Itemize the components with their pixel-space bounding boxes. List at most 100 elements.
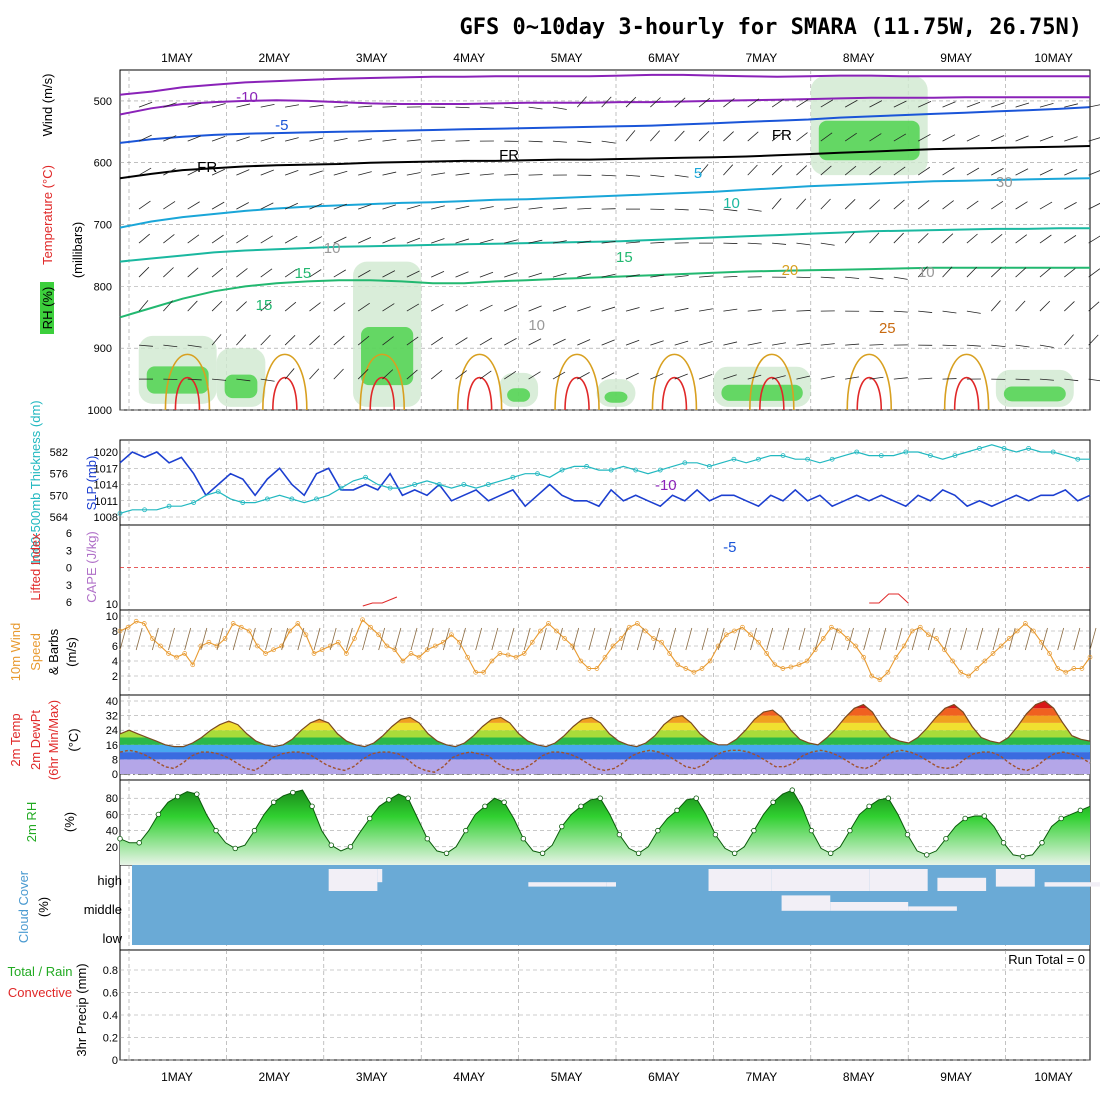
wind-barb [187,378,202,381]
wind10-barb [847,627,854,651]
temp-band [120,730,1090,738]
wind-barb [966,134,980,142]
temp-unit-label: (°C) [66,728,81,751]
cape-label: CAPE (J/kg) [84,531,99,603]
rh-point [194,791,200,797]
wind-barb [1064,136,1078,142]
wind-barb [309,203,323,210]
wind-barb [845,343,860,346]
rh-point [117,836,123,842]
wind10-barb [572,627,580,651]
rh-point [1000,840,1007,846]
wind-barb [966,167,980,176]
wind10-barb [119,627,127,651]
wind-barb [187,300,198,312]
wind-barb [211,334,222,346]
wind-barb [1039,344,1054,348]
wind-barb [942,310,957,314]
wind-barb [479,271,494,278]
wind-barb [796,276,811,279]
wind10-point [1047,651,1052,656]
wind10-barb [151,627,159,651]
wind-barb [869,376,884,380]
wind-barb [382,204,396,210]
li-tick: 6 [66,597,72,609]
cloud-block [995,869,1035,887]
cloud-block [528,882,607,887]
wind-barb [479,304,493,312]
rh-point [597,795,603,801]
wind10-point [182,651,188,656]
thickness-label: 1000-500mb Thickness (dm) [28,400,43,565]
wind10-point [675,662,681,668]
wind10-point [432,643,438,649]
thickness-point [363,474,368,480]
contour-label: FR [499,147,519,164]
wind-barb [163,102,177,108]
date-label-top: 4MAY [453,51,485,65]
wind10-speed-line [119,618,1091,681]
wind-barb [723,164,734,176]
date-label-bottom: 9MAY [940,1070,972,1084]
date-label-top: 1MAY [161,51,193,65]
rh-point [328,842,334,848]
wind-barb [796,242,811,246]
wind-barb [528,305,542,312]
rh-point [751,827,757,834]
rh-point [174,793,181,800]
wind-barb [455,106,470,109]
rh-point [943,836,949,842]
wind10-point [748,632,753,638]
temp-tick: 32 [106,711,118,723]
date-label-top: 8MAY [843,51,875,65]
wind-barb [1039,201,1053,210]
slp-tick: 1008 [94,512,118,524]
thickness-point [584,464,589,469]
rh-point [655,827,661,834]
wind10-point [230,621,236,626]
wind10-point [820,636,826,641]
wind-barb [504,106,519,110]
wind-barb [601,140,616,144]
wind-barb [698,164,709,176]
wind10-point [158,643,163,649]
wind-barb [528,239,543,244]
wind10-point [222,636,228,641]
wind10-point [141,621,147,626]
wind10-point [764,651,770,656]
slp-tick: 1017 [94,463,118,475]
wind10-point [837,628,842,634]
wind10-barb [281,627,289,651]
wind-barb [260,103,275,108]
wind-barb [869,232,880,244]
wind-barb [771,131,784,142]
wind-barb [406,336,419,346]
wind10-point [804,658,810,664]
wind-barb [455,304,469,312]
wind-barb [382,303,395,312]
cloud-block [937,877,987,891]
cloud-block [830,902,909,911]
wind-barb [674,307,689,312]
rh-point [770,799,776,805]
contour-label: FR [772,127,792,144]
wind10-barb [459,627,466,651]
wind-barb [844,232,855,244]
wind-barb [333,302,346,312]
rh-point [827,850,834,856]
wind10-point [780,666,786,671]
wind-barb [285,104,299,108]
date-label-bottom: 5MAY [551,1070,583,1084]
temp-tick: 24 [106,725,118,737]
precip-tick: 0.6 [103,988,118,1000]
wind-barb [163,234,175,244]
cloud-background [132,865,1090,945]
contour-label: FR [197,159,217,176]
wind10-point [812,647,818,653]
wind-barb [187,102,202,108]
wind-barb [893,310,908,313]
cloud-unit-label: (%) [36,897,51,917]
contour-label: -5 [275,117,288,134]
thickness-point [314,496,319,502]
